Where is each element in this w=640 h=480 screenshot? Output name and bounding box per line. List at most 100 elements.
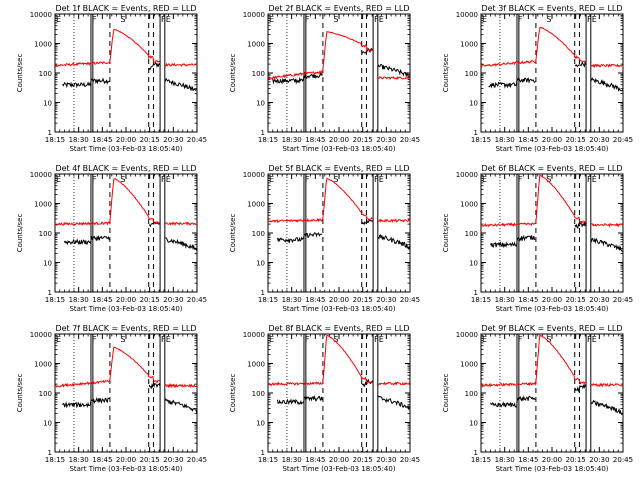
x-tick-label: 20:30 [376,456,396,464]
x-tick-label: 20:00 [542,296,562,304]
marker-letter: E [592,175,597,184]
series-lld-line [54,29,198,68]
x-tick-label: 18:45 [305,296,325,304]
y-tick-label: 1000 [34,361,52,369]
x-tick-label: 20:30 [589,136,609,144]
x-tick-label: 18:45 [92,456,112,464]
series-events-line [62,382,198,414]
x-tick-label: 18:15 [471,456,491,464]
x-tick-label: 18:30 [282,296,302,304]
y-tick-label: 1 [48,449,52,457]
x-tick-label: 20:45 [187,136,207,144]
y-axis-label: Counts/sec [16,374,24,413]
x-axis-label: Start Time (03-Feb-03 18:05:40) [282,465,395,473]
marker-letter: F [518,175,523,184]
marker-letter: E [482,335,487,344]
marker-letter: S [333,175,338,184]
x-tick-label: 20:00 [329,296,349,304]
y-tick-label: 10000 [30,11,52,19]
y-tick-label: 1 [474,129,478,137]
y-tick-label: 1 [48,289,52,297]
x-tick-label: 20:00 [116,456,136,464]
y-axis-label: Counts/sec [16,214,24,253]
marker-letter: S [546,175,551,184]
y-tick-label: 1 [48,129,52,137]
x-tick-label: 18:15 [471,296,491,304]
marker-letter: E [379,15,384,24]
marker-letter: F [374,175,379,184]
y-axis-label: Counts/sec [442,54,450,93]
x-tick-label: 18:30 [495,136,515,144]
x-tick-label: 18:15 [471,136,491,144]
marker-letter: E [379,175,384,184]
y-tick-label: 100 [39,230,52,238]
series-lld-line [480,174,624,228]
y-axis-label: Counts/sec [442,214,450,253]
panel-det-3: Det 3f BLACK = Events, RED = LLD 1 10 100 10… [442,4,633,153]
marker-letter: E [166,15,171,24]
x-tick-label: 18:15 [258,136,278,144]
y-tick-label: 100 [252,70,265,78]
panel-title: Det 6f BLACK = Events, RED = LLD [481,164,622,173]
x-tick-label: 20:45 [187,296,207,304]
x-tick-label: 20:15 [353,136,373,144]
series-events-line [277,218,410,251]
marker-letter: E [166,175,171,184]
marker-letter: F [587,175,592,184]
panel-det-9: Det 9f BLACK = Events, RED = LLD 1 10 100 10… [442,324,633,473]
x-tick-label: 20:15 [353,296,373,304]
y-tick-label: 1 [261,289,265,297]
panel-det-5: Det 5f BLACK = Events, RED = LLD 1 10 100 10… [229,164,420,313]
series-events-line [488,60,624,92]
series-events-line [62,61,198,92]
x-tick-label: 20:30 [163,296,183,304]
x-tick-label: 20:00 [116,296,136,304]
plot-frame [480,13,624,133]
x-tick-label: 20:15 [140,296,160,304]
y-tick-label: 10 [256,260,265,268]
marker-letter: E [56,175,61,184]
y-axis-label: Counts/sec [16,54,24,93]
panel-title: Det 5f BLACK = Events, RED = LLD [268,164,409,173]
series-events-line [490,382,623,416]
panel-det-7: Det 7f BLACK = Events, RED = LLD 1 10 100 10… [16,324,207,473]
y-axis-label: Counts/sec [229,214,237,253]
y-axis-label: Counts/sec [229,54,237,93]
marker-letter: F [92,175,97,184]
series-lld-line [480,334,624,388]
x-tick-label: 20:30 [163,136,183,144]
marker-letter: S [120,15,125,24]
y-tick-label: 1000 [460,361,478,369]
plot-frame [54,13,198,133]
x-tick-label: 20:15 [566,136,586,144]
marker-letter: S [120,335,125,344]
x-tick-label: 18:15 [45,136,65,144]
marker-letter: E [592,15,597,24]
x-axis-label: Start Time (03-Feb-03 18:05:40) [69,145,182,153]
panel-det-1: Det 1f BLACK = Events, RED = LLD 1 10 100 10… [16,4,207,153]
plot-frame [480,173,624,293]
x-axis-label: Start Time (03-Feb-03 18:05:40) [495,145,608,153]
x-tick-label: 18:45 [518,136,538,144]
y-tick-label: 100 [465,70,478,78]
plot-frame [267,13,411,133]
marker-letter: E [379,335,384,344]
marker-letter: E [482,15,487,24]
marker-letter: S [546,335,551,344]
marker-letter: S [333,15,338,24]
x-tick-label: 20:00 [542,456,562,464]
marker-letter: F [305,175,310,184]
plot-frame [54,333,198,453]
x-tick-label: 18:15 [258,296,278,304]
x-tick-label: 18:15 [45,296,65,304]
y-tick-label: 10 [256,100,265,108]
x-tick-label: 20:15 [566,296,586,304]
y-axis-label: Counts/sec [442,374,450,413]
marker-letter: F [518,15,523,24]
x-axis-label: Start Time (03-Feb-03 18:05:40) [69,465,182,473]
x-tick-label: 20:30 [376,296,396,304]
y-axis-label: Counts/sec [229,374,237,413]
y-tick-label: 1 [474,449,478,457]
x-tick-label: 20:00 [116,136,136,144]
